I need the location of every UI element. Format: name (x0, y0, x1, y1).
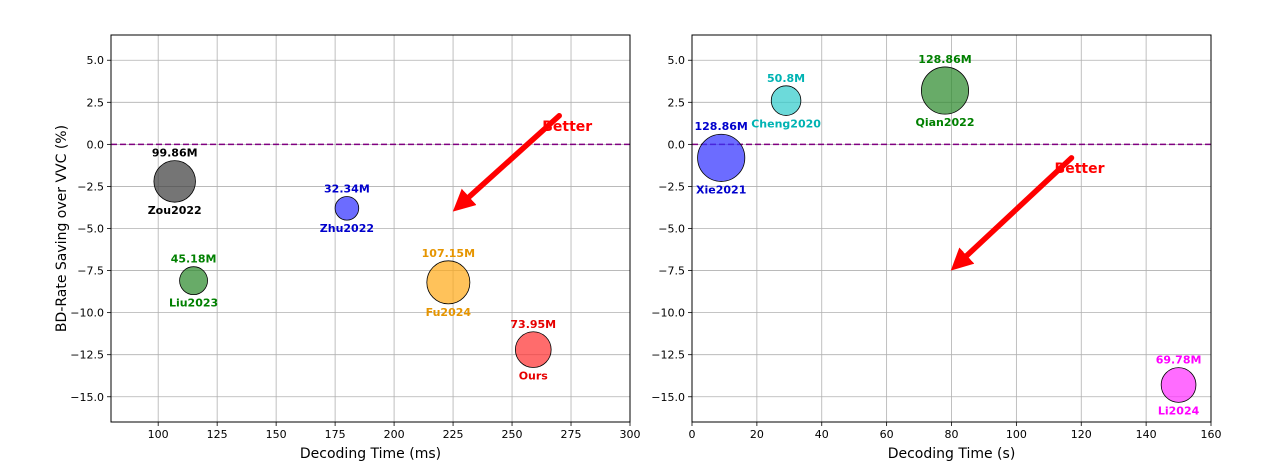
y-tick-label: 2.5 (87, 96, 105, 109)
method-label-cheng2020: Cheng2020 (751, 117, 821, 130)
x-tick-label: 60 (880, 428, 894, 441)
bubble-fu2024 (426, 260, 471, 305)
y-tick-label: 0.0 (668, 138, 686, 151)
bubble-zou2022 (153, 160, 196, 203)
y-tick-label: −10.0 (651, 307, 685, 320)
better-label: Better (1055, 161, 1105, 177)
x-tick-label: 100 (148, 428, 169, 441)
x-axis-label: Decoding Time (ms) (300, 446, 441, 462)
x-tick-label: 300 (620, 428, 641, 441)
method-label-li2024: Li2024 (1158, 404, 1200, 417)
x-tick-label: 200 (384, 428, 405, 441)
params-label-cheng2020: 50.8M (767, 72, 805, 85)
method-label-xie2021: Xie2021 (696, 183, 746, 196)
x-tick-label: 140 (1136, 428, 1157, 441)
params-label-liu2023: 45.18M (171, 253, 217, 266)
y-tick-label: 5.0 (87, 54, 105, 67)
params-label-li2024: 69.78M (1156, 354, 1202, 367)
x-tick-label: 20 (750, 428, 764, 441)
params-label-zou2022: 99.86M (152, 147, 198, 160)
y-tick-label: −5.0 (77, 223, 104, 236)
params-label-fu2024: 107.15M (422, 247, 475, 260)
y-tick-label: 2.5 (668, 96, 686, 109)
method-label-ours: Ours (519, 370, 549, 383)
method-label-fu2024: Fu2024 (426, 306, 472, 319)
params-label-ours: 73.95M (510, 318, 556, 331)
y-tick-label: −5.0 (658, 223, 685, 236)
bubble-qian2022 (921, 66, 970, 115)
y-tick-label: 0.0 (87, 138, 105, 151)
y-tick-label: −2.5 (658, 180, 685, 193)
bubble-liu2023 (179, 266, 208, 296)
x-tick-label: 150 (266, 428, 287, 441)
y-tick-label: −12.5 (70, 349, 104, 362)
params-label-qian2022: 128.86M (918, 53, 971, 66)
x-tick-label: 275 (561, 428, 582, 441)
method-label-zhu2022: Zhu2022 (320, 222, 374, 235)
x-tick-label: 125 (207, 428, 228, 441)
x-tick-label: 225 (443, 428, 464, 441)
y-tick-label: −7.5 (77, 265, 104, 278)
y-tick-label: −12.5 (651, 349, 685, 362)
bubble-ours (514, 331, 552, 368)
bubble-li2024 (1160, 367, 1197, 403)
y-tick-label: −15.0 (70, 391, 104, 404)
x-tick-label: 0 (689, 428, 696, 441)
y-tick-label: −2.5 (77, 180, 104, 193)
x-tick-label: 40 (815, 428, 829, 441)
x-axis-label: Decoding Time (s) (888, 446, 1016, 462)
bubble-xie2021 (697, 133, 746, 182)
y-axis-label: BD-Rate Saving over VVC (%) (54, 125, 70, 332)
right-chart-panel: 128.86M Xie2021 50.8M Cheng2020 128.86M Qian2… (651, 34, 1222, 462)
y-tick-label: 5.0 (668, 54, 686, 67)
bubble-zhu2022 (334, 196, 360, 221)
bubble-cheng2020 (770, 85, 802, 116)
y-tick-label: −15.0 (651, 391, 685, 404)
x-tick-label: 160 (1201, 428, 1222, 441)
y-tick-label: −7.5 (658, 265, 685, 278)
x-tick-label: 100 (1006, 428, 1027, 441)
left-chart-panel: 99.86M Zou2022 45.18M Liu2023 32.34M Zhu2022 1… (54, 34, 641, 462)
params-label-zhu2022: 32.34M (324, 182, 370, 195)
method-label-zou2022: Zou2022 (148, 204, 202, 217)
x-tick-label: 175 (325, 428, 346, 441)
params-label-xie2021: 128.86M (694, 120, 747, 133)
y-tick-label: −10.0 (70, 307, 104, 320)
better-label: Better (542, 119, 592, 135)
x-tick-label: 80 (945, 428, 959, 441)
better-arrow (452, 113, 562, 212)
x-tick-label: 120 (1071, 428, 1092, 441)
x-tick-label: 250 (502, 428, 523, 441)
method-label-qian2022: Qian2022 (916, 116, 975, 129)
method-label-liu2023: Liu2023 (169, 297, 218, 310)
better-arrow (950, 155, 1075, 271)
